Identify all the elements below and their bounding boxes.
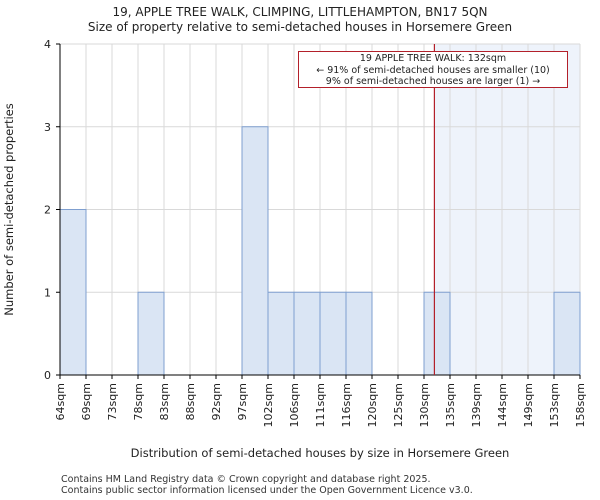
x-tick-label: 130sqm	[418, 383, 431, 427]
annotation-line3: 9% of semi-detached houses are larger (1…	[325, 76, 541, 87]
x-tick-label: 102sqm	[262, 383, 275, 427]
x-tick-label: 64sqm	[54, 383, 67, 420]
x-tick-label: 106sqm	[288, 383, 301, 427]
chart-title-line1: 19, APPLE TREE WALK, CLIMPING, LITTLEHAM…	[112, 5, 488, 19]
bar	[137, 291, 165, 376]
x-tick-label: 83sqm	[158, 383, 171, 420]
annotation-box: 19 APPLE TREE WALK: 132sqm ← 91% of semi…	[298, 51, 568, 88]
x-tick-label: 78sqm	[132, 383, 145, 420]
x-tick-label: 69sqm	[80, 383, 93, 420]
x-tick-label: 73sqm	[106, 383, 119, 420]
y-axis-label: Number of semi-detached properties	[2, 103, 16, 315]
chart-title-line2: Size of property relative to semi-detach…	[87, 20, 513, 34]
x-tick-label: 139sqm	[470, 383, 483, 427]
bar	[319, 291, 347, 376]
x-tick-label: 120sqm	[366, 383, 379, 427]
bar	[553, 291, 581, 376]
x-tick-label: 116sqm	[340, 383, 353, 427]
footer-line1: Contains HM Land Registry data © Crown c…	[61, 474, 431, 485]
x-tick-label: 88sqm	[184, 383, 197, 420]
x-tick-label: 149sqm	[522, 383, 535, 427]
y-tick-label: 0	[44, 369, 51, 382]
x-tick-label: 111sqm	[314, 383, 327, 427]
x-tick-label: 153sqm	[548, 383, 561, 427]
x-axis-label: Distribution of semi-detached houses by …	[131, 446, 510, 460]
y-tick-label: 2	[44, 204, 51, 217]
bar	[241, 126, 269, 376]
x-tick-label: 144sqm	[496, 383, 509, 427]
footer-line2: Contains public sector information licen…	[61, 485, 473, 496]
y-tick-label: 4	[44, 38, 51, 51]
x-tick-label: 158sqm	[574, 383, 587, 427]
y-tick-label: 3	[44, 121, 51, 134]
bar	[423, 291, 451, 376]
x-tick-label: 92sqm	[210, 383, 223, 420]
annotation-line1: 19 APPLE TREE WALK: 132sqm	[359, 53, 507, 64]
bar	[293, 291, 321, 376]
x-tick-label: 97sqm	[236, 383, 249, 420]
x-tick-label: 125sqm	[392, 383, 405, 427]
x-tick-label: 135sqm	[444, 383, 457, 427]
annotation-line2: ← 91% of semi-detached houses are smalle…	[316, 64, 550, 76]
bar	[59, 209, 87, 376]
y-tick-label: 1	[44, 286, 51, 299]
bar	[345, 291, 373, 376]
bar	[267, 291, 295, 376]
